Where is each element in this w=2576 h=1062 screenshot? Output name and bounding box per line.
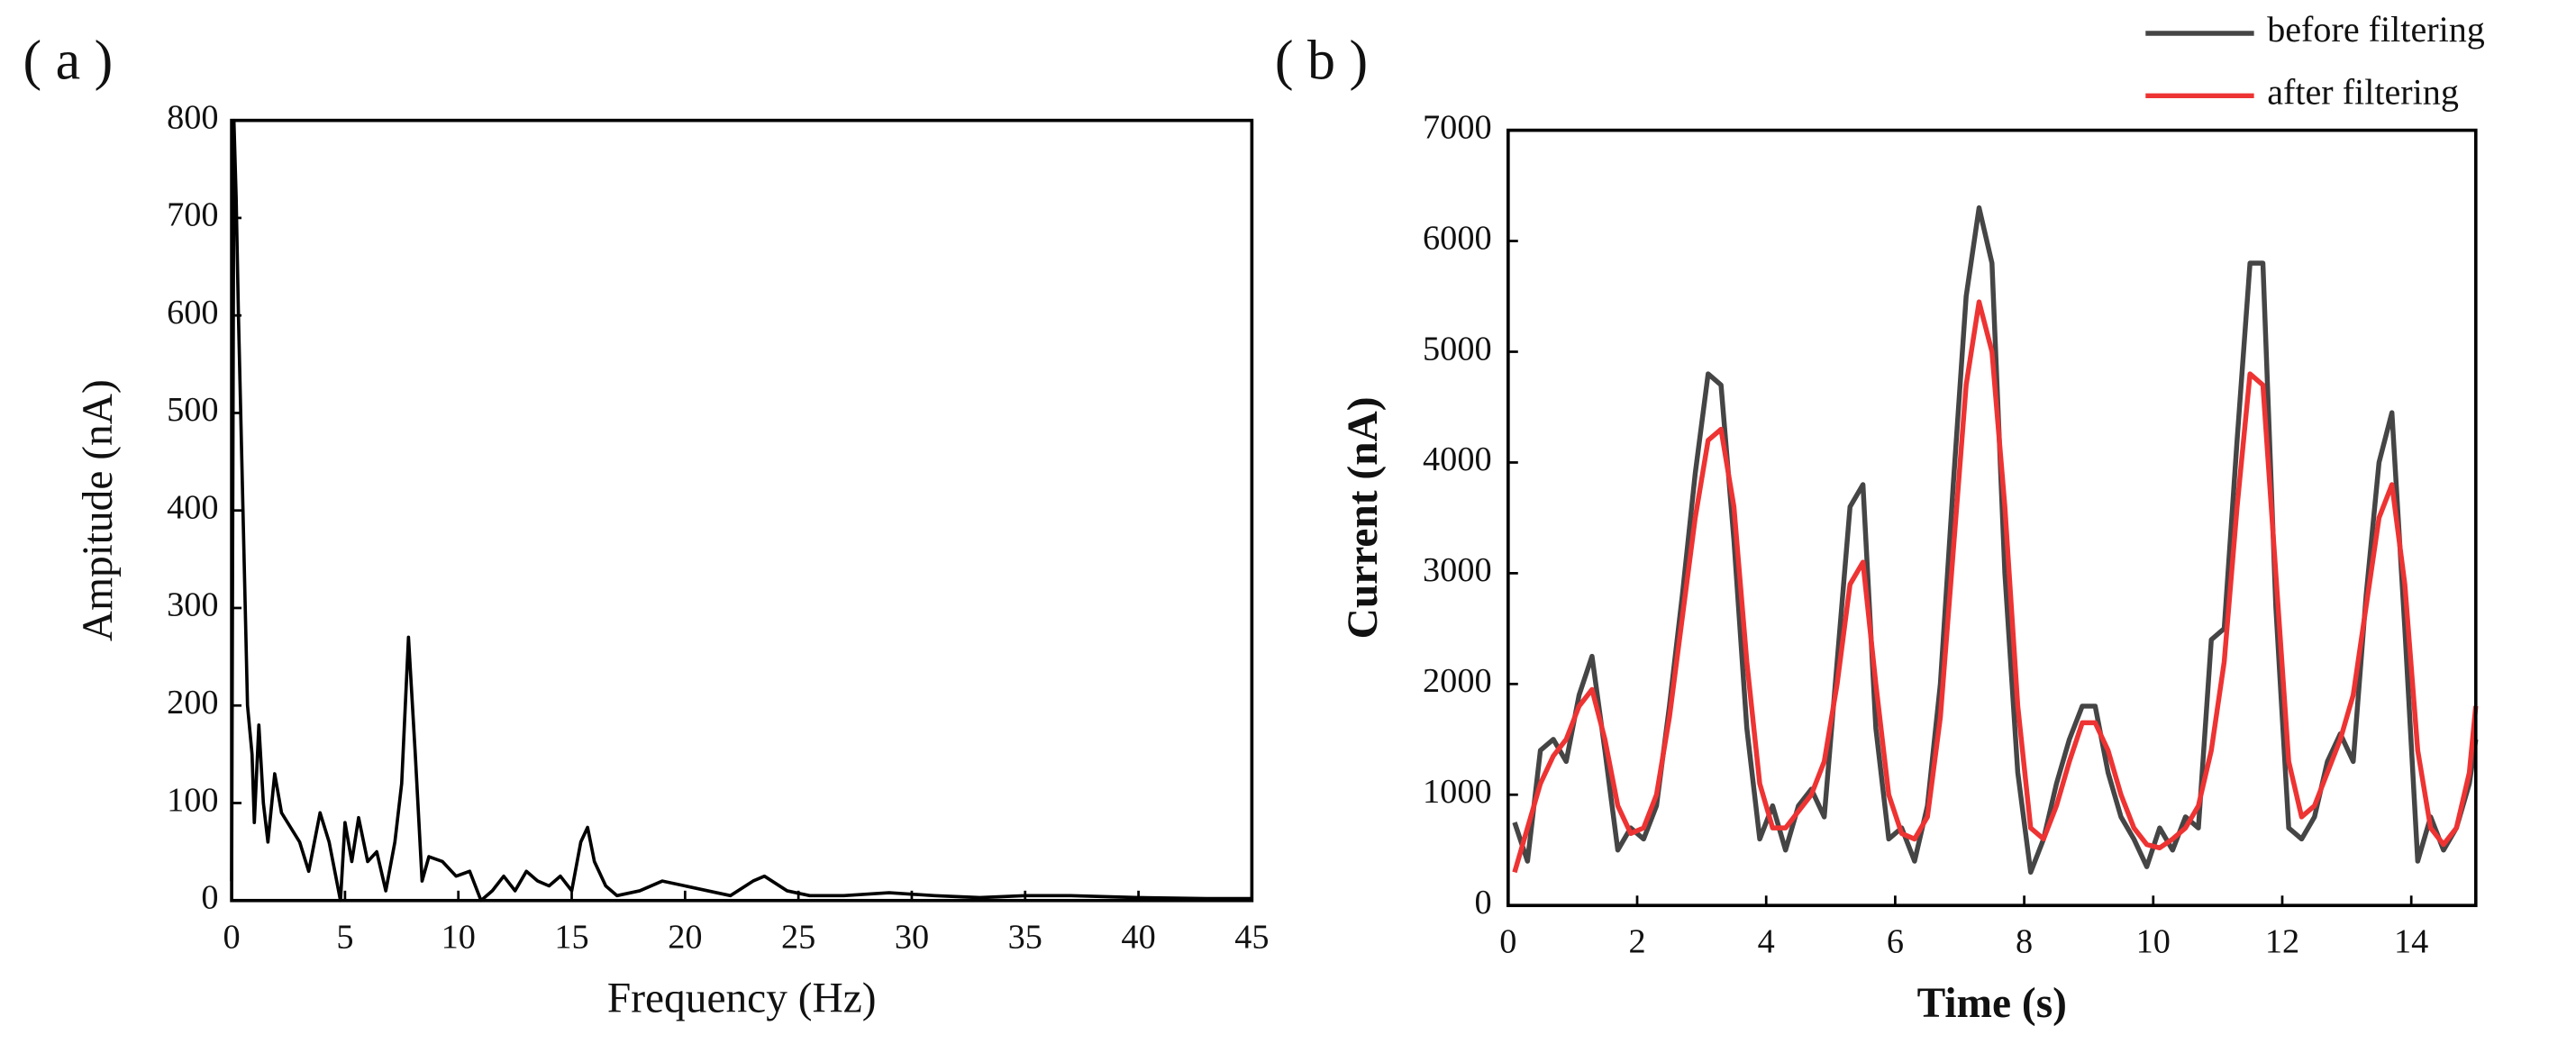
legend-label: after filtering	[2267, 72, 2459, 113]
y-axis-label: Current (nA)	[1340, 396, 1387, 639]
y-tick-label: 3000	[1423, 551, 1492, 589]
x-tick-label: 5	[336, 918, 353, 956]
x-tick-label: 0	[1499, 923, 1516, 961]
y-tick-label: 300	[167, 586, 218, 624]
y-tick-label: 600	[167, 294, 218, 331]
x-tick-label: 15	[554, 918, 588, 956]
x-tick-label: 0	[223, 918, 241, 956]
panel-label: ( b )	[1275, 31, 1368, 92]
data-line	[1512, 299, 2479, 874]
x-tick-label: 12	[2265, 923, 2299, 961]
x-tick-label: 4	[1758, 923, 1775, 961]
panel-label: ( a )	[23, 31, 114, 92]
x-tick-label: 25	[781, 918, 815, 956]
y-tick-label: 800	[167, 98, 218, 136]
plot-frame	[1506, 128, 2478, 908]
x-axis-label: Time (s)	[1917, 980, 2067, 1027]
y-tick-label: 700	[167, 196, 218, 234]
y-tick-label: 200	[167, 684, 218, 722]
y-tick-label: 6000	[1423, 219, 1492, 257]
y-tick-label: 5000	[1423, 330, 1492, 368]
x-tick-label: 20	[668, 918, 702, 956]
y-tick-label: 1000	[1423, 773, 1492, 811]
y-tick-label: 400	[167, 488, 218, 526]
x-axis-label: Frequency (Hz)	[607, 976, 877, 1022]
y-tick-label: 0	[201, 879, 218, 917]
y-tick-label: 500	[167, 391, 218, 429]
y-axis-label: Ampitude (nA)	[75, 379, 122, 641]
x-tick-label: 8	[2016, 923, 2033, 961]
x-tick-label: 2	[1628, 923, 1645, 961]
plot-frame	[230, 118, 1254, 903]
y-tick-label: 2000	[1423, 662, 1492, 700]
data-line	[230, 118, 1252, 903]
y-tick-label: 7000	[1423, 108, 1492, 146]
x-tick-label: 30	[895, 918, 929, 956]
y-tick-label: 4000	[1423, 440, 1492, 478]
x-tick-label: 10	[2136, 923, 2171, 961]
y-tick-label: 100	[167, 781, 218, 819]
x-tick-label: 14	[2394, 923, 2428, 961]
x-tick-label: 40	[1121, 918, 1155, 956]
x-tick-label: 10	[441, 918, 476, 956]
x-tick-label: 45	[1234, 918, 1269, 956]
legend-label: before filtering	[2267, 9, 2485, 50]
x-tick-label: 35	[1008, 918, 1042, 956]
x-tick-label: 6	[1887, 923, 1904, 961]
y-tick-label: 0	[1474, 884, 1491, 921]
